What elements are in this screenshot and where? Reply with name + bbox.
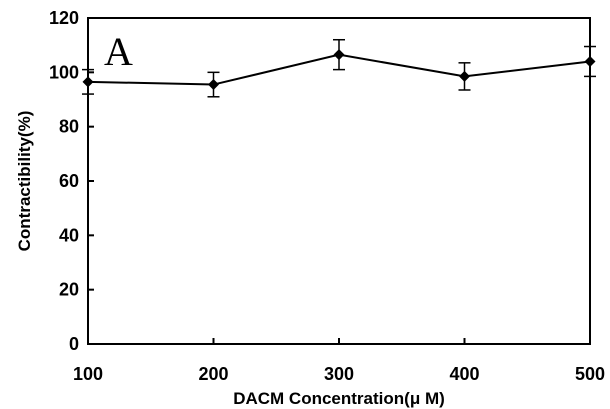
data-point xyxy=(459,70,470,82)
y-tick-label: 20 xyxy=(59,280,79,300)
data-point xyxy=(82,76,94,88)
series-group xyxy=(82,38,596,98)
x-axis-label: DACM Concentration(μ M) xyxy=(233,389,445,408)
y-tick-label: 100 xyxy=(49,62,79,82)
x-axis-ticks: 100 200 300 400 500 xyxy=(73,338,605,384)
y-axis-label: Contractibility(%) xyxy=(15,111,34,252)
data-point xyxy=(208,79,219,91)
x-tick-label: 200 xyxy=(198,364,228,384)
x-tick-label: 100 xyxy=(73,364,103,384)
y-tick-label: 60 xyxy=(59,171,79,191)
y-tick-label: 0 xyxy=(69,334,79,354)
panel-label: A xyxy=(104,29,133,74)
data-point xyxy=(333,49,345,61)
y-axis-ticks: 0 20 40 60 80 100 120 xyxy=(49,8,94,354)
y-tick-label: 80 xyxy=(59,117,79,137)
x-tick-label: 300 xyxy=(324,364,354,384)
x-tick-label: 400 xyxy=(449,364,479,384)
x-tick-label: 500 xyxy=(575,364,605,384)
y-tick-label: 120 xyxy=(49,8,79,28)
y-tick-label: 40 xyxy=(59,225,79,245)
data-point xyxy=(584,55,596,67)
